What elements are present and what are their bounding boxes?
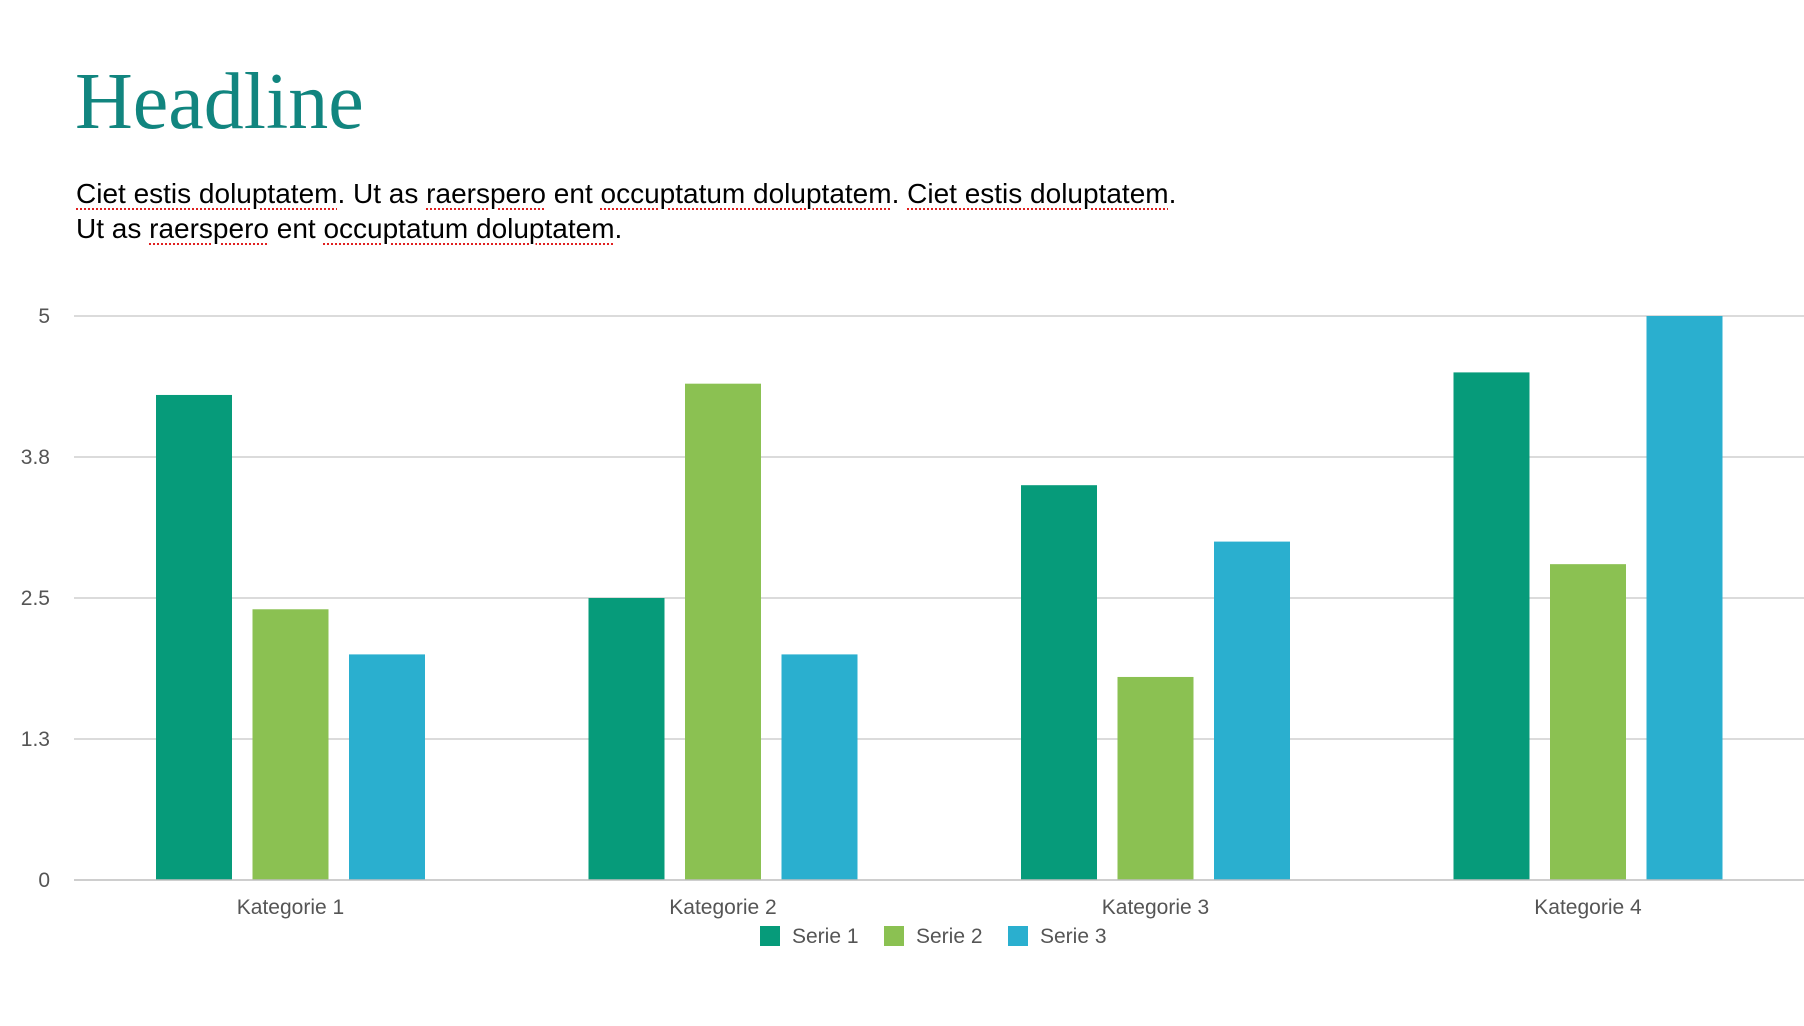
headline: Headline <box>75 58 364 146</box>
y-tick-label: 1.3 <box>21 728 50 751</box>
bar-serie-1 <box>156 394 232 880</box>
x-tick-label: Kategorie 4 <box>1534 896 1642 919</box>
spellcheck-flagged-text: raerspero <box>426 178 547 209</box>
body-text-segment: ent <box>546 178 601 209</box>
body-text-segment: Ut as <box>76 213 150 244</box>
bar-serie-3 <box>1646 316 1723 880</box>
legend-swatch-serie-1 <box>760 926 780 946</box>
bar-serie-3 <box>349 654 425 880</box>
legend-swatch-serie-3 <box>1008 926 1028 946</box>
bar-serie-2 <box>1117 676 1194 880</box>
y-tick-label: 3.8 <box>21 446 50 469</box>
body-line: Ut as raerspero ent occuptatum doluptate… <box>76 211 1396 246</box>
bar-chart: 0 1.3 2.5 3.8 5 Kategorie 1 Kategorie 2 Kategor… <box>21 305 1804 948</box>
bar-serie-2 <box>252 609 329 880</box>
bar-serie-3 <box>781 654 858 880</box>
bar-serie-1 <box>1453 372 1530 880</box>
legend-label: Serie 3 <box>1040 925 1107 948</box>
spellcheck-flagged-text: occuptatum doluptatem <box>600 178 892 209</box>
spellcheck-flagged-text: Ciet estis doluptatem <box>76 178 338 209</box>
y-tick-label: 5 <box>38 305 50 328</box>
bar-serie-2 <box>1550 564 1626 880</box>
spellcheck-flagged-text: raerspero <box>149 213 269 244</box>
spellcheck-flagged-text: occuptatum doluptatem <box>323 213 615 244</box>
bar-serie-2 <box>685 383 761 880</box>
x-tick-label: Kategorie 1 <box>237 896 344 919</box>
legend-swatch-serie-2 <box>884 926 904 946</box>
bar-serie-1 <box>588 598 665 880</box>
y-tick-label: 2.5 <box>21 587 50 610</box>
x-tick-label: Kategorie 2 <box>669 896 776 919</box>
spellcheck-flagged-text: Ciet estis doluptatem <box>907 178 1169 209</box>
bar-serie-1 <box>1021 485 1097 880</box>
x-tick-label: Kategorie 3 <box>1102 896 1209 919</box>
body-text-segment: . <box>1168 178 1177 209</box>
body-text-segment: . <box>614 213 623 244</box>
body-text-segment: ent <box>268 213 324 244</box>
body-text-segment: . Ut as <box>337 178 427 209</box>
y-tick-label: 0 <box>38 869 50 892</box>
body-text-segment: . <box>891 178 908 209</box>
body-text: Ciet estis doluptatem. Ut as raerspero e… <box>76 176 1396 246</box>
legend-label: Serie 2 <box>916 925 983 948</box>
legend-label: Serie 1 <box>792 925 859 948</box>
body-line: Ciet estis doluptatem. Ut as raerspero e… <box>76 176 1396 211</box>
bar-serie-3 <box>1214 541 1290 880</box>
